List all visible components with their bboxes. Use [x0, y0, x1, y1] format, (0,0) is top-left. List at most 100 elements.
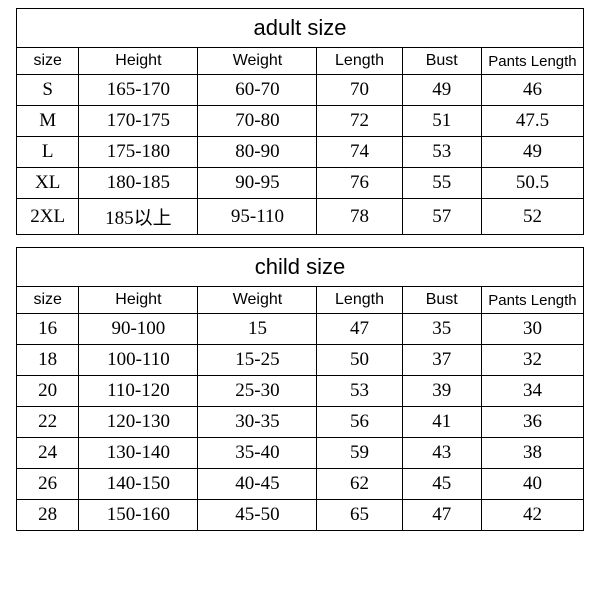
cell-weight: 95-110 — [198, 199, 317, 235]
table-row: 22 120-130 30-35 56 41 36 — [17, 407, 584, 438]
cell-size: XL — [17, 168, 79, 199]
cell-size: M — [17, 106, 79, 137]
col-length: Length — [317, 48, 402, 75]
cell-bust: 55 — [402, 168, 481, 199]
table-row: 24 130-140 35-40 59 43 38 — [17, 438, 584, 469]
table-row: 16 90-100 15 47 35 30 — [17, 314, 584, 345]
table-row: XL 180-185 90-95 76 55 50.5 — [17, 168, 584, 199]
cell-height: 170-175 — [79, 106, 198, 137]
col-height: Height — [79, 48, 198, 75]
col-pants: Pants Length — [481, 48, 583, 75]
table-row: L 175-180 80-90 74 53 49 — [17, 137, 584, 168]
child-size-table: child size size Height Weight Length Bus… — [16, 247, 584, 531]
cell-length: 47 — [317, 314, 402, 345]
cell-pants: 47.5 — [481, 106, 583, 137]
cell-length: 59 — [317, 438, 402, 469]
cell-pants: 50.5 — [481, 168, 583, 199]
cell-weight: 60-70 — [198, 75, 317, 106]
table-row: S 165-170 60-70 70 49 46 — [17, 75, 584, 106]
col-length: Length — [317, 287, 402, 314]
cell-length: 72 — [317, 106, 402, 137]
cell-bust: 47 — [402, 500, 481, 531]
cell-size: 16 — [17, 314, 79, 345]
cell-size: 18 — [17, 345, 79, 376]
table-row: 20 110-120 25-30 53 39 34 — [17, 376, 584, 407]
cell-pants: 34 — [481, 376, 583, 407]
cell-bust: 45 — [402, 469, 481, 500]
col-bust: Bust — [402, 48, 481, 75]
cell-size: 26 — [17, 469, 79, 500]
cell-weight: 70-80 — [198, 106, 317, 137]
cell-height: 175-180 — [79, 137, 198, 168]
table-row: 18 100-110 15-25 50 37 32 — [17, 345, 584, 376]
cell-size: 22 — [17, 407, 79, 438]
cell-weight: 45-50 — [198, 500, 317, 531]
cell-pants: 40 — [481, 469, 583, 500]
cell-size: 28 — [17, 500, 79, 531]
col-size: size — [17, 48, 79, 75]
table-header-row: size Height Weight Length Bust Pants Len… — [17, 287, 584, 314]
cell-length: 65 — [317, 500, 402, 531]
cell-height: 90-100 — [79, 314, 198, 345]
cell-pants: 32 — [481, 345, 583, 376]
cell-weight: 25-30 — [198, 376, 317, 407]
cell-bust: 49 — [402, 75, 481, 106]
cell-height: 130-140 — [79, 438, 198, 469]
cell-pants: 46 — [481, 75, 583, 106]
cell-bust: 35 — [402, 314, 481, 345]
cell-length: 74 — [317, 137, 402, 168]
cell-length: 62 — [317, 469, 402, 500]
cell-height: 180-185 — [79, 168, 198, 199]
cell-height: 185以上 — [79, 199, 198, 235]
cell-size: 24 — [17, 438, 79, 469]
cell-size: 20 — [17, 376, 79, 407]
cell-length: 50 — [317, 345, 402, 376]
adult-table-title: adult size — [17, 9, 584, 48]
cell-weight: 30-35 — [198, 407, 317, 438]
child-table-title: child size — [17, 248, 584, 287]
cell-height: 140-150 — [79, 469, 198, 500]
cell-height: 150-160 — [79, 500, 198, 531]
cell-bust: 53 — [402, 137, 481, 168]
table-row: 2XL 185以上 95-110 78 57 52 — [17, 199, 584, 235]
cell-bust: 43 — [402, 438, 481, 469]
cell-weight: 80-90 — [198, 137, 317, 168]
col-weight: Weight — [198, 48, 317, 75]
cell-height: 165-170 — [79, 75, 198, 106]
cell-length: 76 — [317, 168, 402, 199]
cell-pants: 30 — [481, 314, 583, 345]
tables-container: adult size size Height Weight Length Bus… — [0, 0, 600, 551]
cell-length: 70 — [317, 75, 402, 106]
cell-height: 100-110 — [79, 345, 198, 376]
cell-length: 78 — [317, 199, 402, 235]
cell-pants: 52 — [481, 199, 583, 235]
cell-bust: 39 — [402, 376, 481, 407]
table-row: 28 150-160 45-50 65 47 42 — [17, 500, 584, 531]
col-bust: Bust — [402, 287, 481, 314]
col-size: size — [17, 287, 79, 314]
cell-size: S — [17, 75, 79, 106]
cell-pants: 42 — [481, 500, 583, 531]
table-row: 26 140-150 40-45 62 45 40 — [17, 469, 584, 500]
cell-size: 2XL — [17, 199, 79, 235]
cell-weight: 90-95 — [198, 168, 317, 199]
col-pants: Pants Length — [481, 287, 583, 314]
cell-length: 53 — [317, 376, 402, 407]
cell-length: 56 — [317, 407, 402, 438]
cell-bust: 37 — [402, 345, 481, 376]
cell-height: 120-130 — [79, 407, 198, 438]
cell-bust: 51 — [402, 106, 481, 137]
table-title-row: child size — [17, 248, 584, 287]
cell-weight: 15 — [198, 314, 317, 345]
table-header-row: size Height Weight Length Bust Pants Len… — [17, 48, 584, 75]
cell-pants: 38 — [481, 438, 583, 469]
cell-bust: 41 — [402, 407, 481, 438]
cell-size: L — [17, 137, 79, 168]
cell-height: 110-120 — [79, 376, 198, 407]
cell-weight: 40-45 — [198, 469, 317, 500]
adult-size-table: adult size size Height Weight Length Bus… — [16, 8, 584, 235]
table-row: M 170-175 70-80 72 51 47.5 — [17, 106, 584, 137]
table-title-row: adult size — [17, 9, 584, 48]
col-weight: Weight — [198, 287, 317, 314]
cell-pants: 36 — [481, 407, 583, 438]
